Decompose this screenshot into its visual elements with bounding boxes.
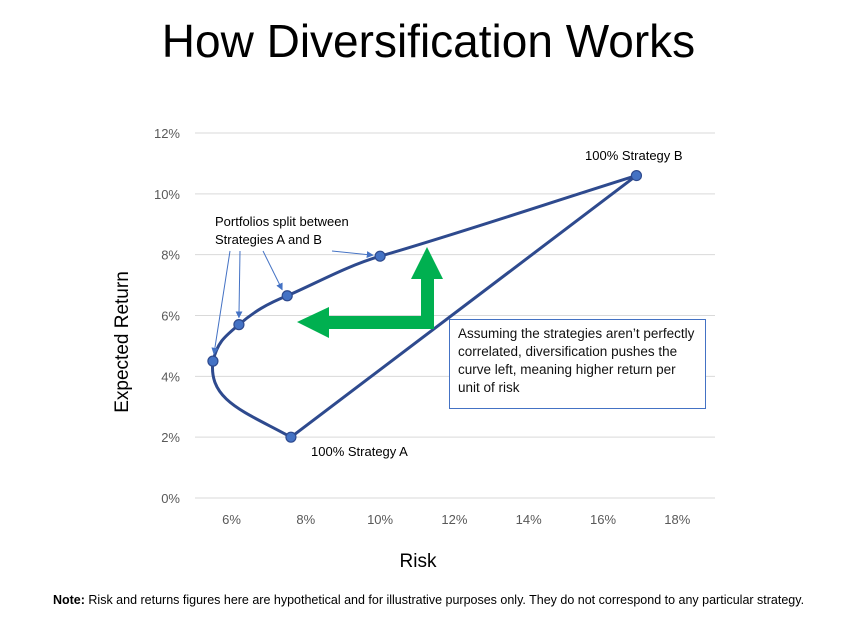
label-split-line2: Strategies A and B — [215, 232, 322, 247]
diversification-callout: Assuming the strategies aren’t perfectly… — [449, 319, 706, 409]
y-tick-labels: 0% 2% 4% 6% 8% 10% 12% — [154, 126, 180, 506]
data-point — [374, 250, 386, 262]
data-point — [207, 355, 219, 367]
footnote: Note: Risk and returns figures here are … — [0, 593, 857, 607]
x-tick-label: 18% — [664, 512, 690, 527]
label-strategy-b: 100% Strategy B — [585, 148, 683, 163]
y-tick-label: 2% — [161, 430, 180, 445]
label-split-line1: Portfolios split between — [215, 214, 349, 229]
x-axis-label: Risk — [400, 551, 437, 572]
data-point — [285, 431, 297, 443]
pointer-arrow — [331, 250, 374, 259]
y-tick-label: 8% — [161, 248, 180, 263]
x-tick-labels: 6% 8% 10% 12% 14% 16% 18% — [222, 512, 691, 527]
x-tick-label: 12% — [441, 512, 467, 527]
label-strategy-a: 100% Strategy A — [311, 444, 408, 459]
pointer-arrow — [262, 250, 283, 291]
arrow-head-up — [411, 247, 443, 279]
x-tick-label: 14% — [516, 512, 542, 527]
y-tick-label: 12% — [154, 126, 180, 141]
x-tick-label: 10% — [367, 512, 393, 527]
data-point — [233, 319, 245, 331]
y-tick-label: 6% — [161, 309, 180, 324]
gridlines — [195, 132, 715, 499]
footnote-text: Risk and returns figures here are hypoth… — [88, 593, 805, 607]
arrow-vertical-stem — [421, 276, 434, 327]
y-tick-label: 4% — [161, 369, 180, 384]
annotation-arrows — [211, 250, 374, 355]
data-points — [207, 169, 643, 443]
chart-title: How Diversification Works — [161, 15, 696, 67]
y-axis-label: Expected Return — [112, 271, 133, 413]
diversification-arrow — [297, 247, 443, 338]
arrow-head-left — [297, 307, 329, 338]
arrow-horizontal-stem — [327, 316, 434, 329]
pointer-arrow — [211, 250, 231, 355]
x-tick-label: 16% — [590, 512, 616, 527]
y-tick-label: 10% — [154, 187, 180, 202]
footnote-prefix: Note: — [52, 593, 85, 607]
x-tick-label: 6% — [222, 512, 241, 527]
x-tick-label: 8% — [296, 512, 315, 527]
data-point — [630, 169, 643, 182]
y-tick-label: 0% — [161, 491, 180, 506]
data-point — [281, 290, 293, 302]
pointer-arrow — [235, 250, 243, 319]
